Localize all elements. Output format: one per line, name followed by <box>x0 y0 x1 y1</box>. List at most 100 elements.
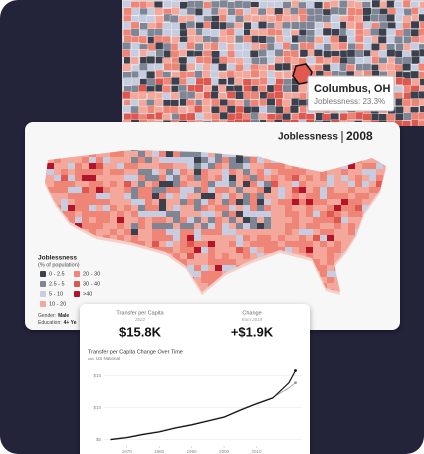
county <box>282 42 292 50</box>
county <box>236 163 244 170</box>
county <box>348 211 356 218</box>
county <box>386 28 396 37</box>
county <box>227 1 236 10</box>
county <box>145 235 153 242</box>
county <box>278 241 286 248</box>
county <box>187 175 195 182</box>
county <box>163 0 173 8</box>
county <box>320 169 328 176</box>
county <box>110 175 118 182</box>
county <box>292 229 300 236</box>
county <box>243 169 251 176</box>
legend-swatch <box>40 281 46 287</box>
county <box>201 211 209 218</box>
county <box>320 217 328 224</box>
county <box>187 163 195 170</box>
county <box>292 241 300 248</box>
county <box>313 241 321 248</box>
legend-label: 5 - 10 <box>49 291 63 297</box>
county <box>117 175 125 182</box>
county <box>124 181 132 188</box>
county <box>89 193 97 200</box>
county <box>110 229 118 236</box>
county <box>180 229 188 236</box>
county <box>131 199 139 206</box>
county <box>159 223 167 230</box>
county <box>338 42 348 50</box>
county <box>331 14 341 23</box>
county <box>124 175 132 182</box>
county <box>219 56 229 65</box>
county <box>89 181 97 188</box>
county <box>169 105 179 114</box>
county <box>54 163 62 170</box>
county <box>130 92 140 100</box>
county <box>159 157 167 164</box>
county <box>264 193 272 200</box>
county <box>138 35 148 44</box>
county <box>315 56 325 64</box>
county <box>419 78 424 87</box>
county <box>166 169 174 176</box>
county <box>292 181 300 188</box>
county <box>89 169 97 176</box>
county <box>179 90 189 99</box>
county <box>218 42 227 51</box>
county <box>402 63 412 71</box>
county <box>320 235 328 242</box>
county <box>299 181 307 188</box>
county <box>173 205 181 212</box>
county <box>173 193 181 200</box>
county <box>47 181 55 188</box>
county <box>306 0 315 9</box>
county <box>138 163 146 170</box>
legend-label: 0 - 2.5 <box>49 271 65 277</box>
county <box>201 277 209 284</box>
county <box>208 223 216 230</box>
county <box>410 91 419 99</box>
county <box>211 98 220 107</box>
county <box>103 175 111 182</box>
county <box>403 8 413 17</box>
county <box>215 169 223 176</box>
county <box>222 175 230 182</box>
county <box>362 157 370 164</box>
county <box>201 187 209 194</box>
county <box>257 8 267 16</box>
county <box>166 175 174 182</box>
county <box>138 70 148 79</box>
county <box>376 181 384 188</box>
county <box>348 229 356 236</box>
county <box>243 205 251 212</box>
county <box>278 163 286 170</box>
county <box>236 229 244 236</box>
county <box>371 113 380 121</box>
county <box>299 199 307 206</box>
county <box>117 199 125 206</box>
county <box>82 187 90 194</box>
county <box>363 56 373 65</box>
county <box>145 187 153 194</box>
county <box>274 21 284 30</box>
county <box>243 229 251 236</box>
county <box>75 175 83 182</box>
county <box>320 259 328 266</box>
county <box>292 217 300 224</box>
county <box>215 205 223 212</box>
county <box>290 14 299 23</box>
county <box>306 169 314 176</box>
stat-value: $15.8K <box>119 324 162 339</box>
county <box>187 181 195 188</box>
county <box>334 175 342 182</box>
county <box>266 36 276 44</box>
county <box>334 253 342 260</box>
county <box>68 157 76 164</box>
county <box>222 247 230 254</box>
county <box>334 211 342 218</box>
legend-label: 20 - 30 <box>83 271 100 277</box>
county <box>330 42 340 51</box>
county <box>395 43 405 52</box>
county <box>281 21 291 30</box>
county <box>330 62 340 71</box>
county <box>341 187 349 194</box>
